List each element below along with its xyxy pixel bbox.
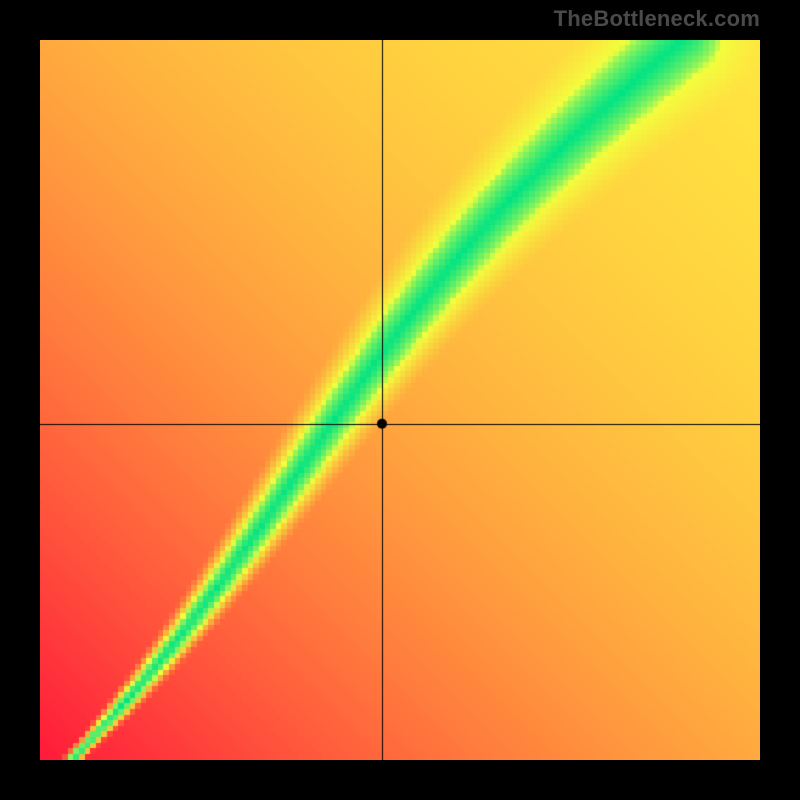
watermark-text: TheBottleneck.com — [554, 6, 760, 32]
heatmap-canvas — [40, 40, 760, 760]
chart-container: TheBottleneck.com — [0, 0, 800, 800]
